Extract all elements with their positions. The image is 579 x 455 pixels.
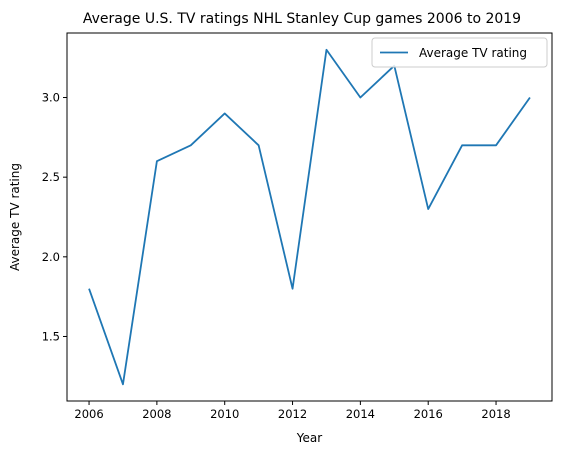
plot-frame xyxy=(66,32,553,402)
x-tick-label: 2012 xyxy=(278,407,307,421)
x-tick-label: 2010 xyxy=(210,407,239,421)
y-tick-label: 3.0 xyxy=(42,91,60,105)
y-axis: 1.5 2.0 2.5 3.0 xyxy=(42,91,67,343)
x-tick-label: 2008 xyxy=(142,407,171,421)
legend-box xyxy=(371,37,548,68)
legend: Average TV rating xyxy=(371,37,548,68)
y-axis-label: Average TV rating xyxy=(8,163,22,271)
x-tick-label: 2014 xyxy=(346,407,375,421)
plot-area xyxy=(88,48,531,386)
x-tick-label: 2018 xyxy=(481,407,510,421)
legend-label: Average TV rating xyxy=(419,46,527,60)
chart-title: Average U.S. TV ratings NHL Stanley Cup … xyxy=(83,11,521,27)
y-tick-label: 1.5 xyxy=(42,329,60,343)
x-tick-label: 2016 xyxy=(414,407,443,421)
x-axis-label: Year xyxy=(296,431,322,445)
y-tick-label: 2.5 xyxy=(42,170,60,184)
x-axis: 2006 2008 2010 2012 2014 2016 2018 xyxy=(74,401,511,421)
x-tick-label: 2006 xyxy=(74,407,103,421)
y-tick-label: 2.0 xyxy=(42,250,60,264)
series-line xyxy=(88,48,531,386)
